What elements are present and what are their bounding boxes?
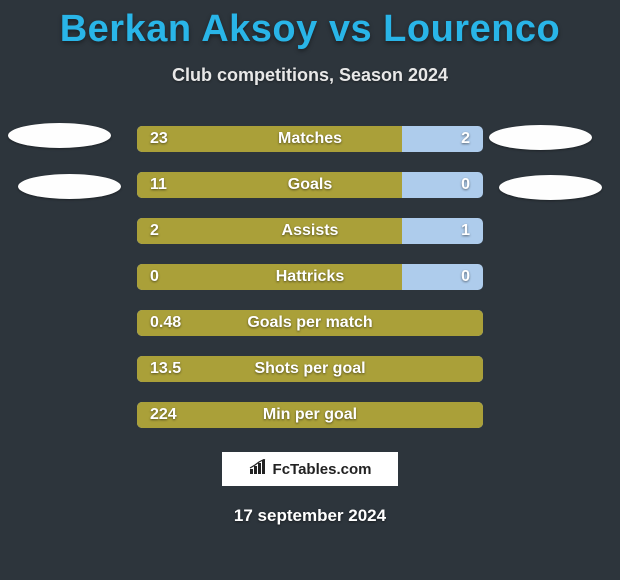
stat-label: Hattricks — [135, 262, 485, 292]
stat-row: 224Min per goal — [0, 400, 620, 430]
stat-label: Min per goal — [135, 400, 485, 430]
page-title: Berkan Aksoy vs Lourenco — [0, 0, 620, 51]
stat-label: Assists — [135, 216, 485, 246]
decorative-ellipse — [499, 175, 602, 200]
stat-row: 0.48Goals per match — [0, 308, 620, 338]
date-label: 17 september 2024 — [0, 506, 620, 526]
brand-chart-icon — [249, 459, 269, 480]
page-subtitle: Club competitions, Season 2024 — [0, 65, 620, 86]
brand-label: FcTables.com — [273, 461, 372, 478]
decorative-ellipse — [8, 123, 111, 148]
stat-row: 13.5Shots per goal — [0, 354, 620, 384]
stat-row: 00Hattricks — [0, 262, 620, 292]
brand-box[interactable]: FcTables.com — [220, 450, 400, 488]
stat-rows: 232Matches110Goals21Assists00Hattricks0.… — [0, 124, 620, 430]
stat-label: Matches — [135, 124, 485, 154]
decorative-ellipse — [489, 125, 592, 150]
stat-label: Goals per match — [135, 308, 485, 338]
stat-label: Shots per goal — [135, 354, 485, 384]
stat-row: 21Assists — [0, 216, 620, 246]
stat-label: Goals — [135, 170, 485, 200]
decorative-ellipse — [18, 174, 121, 199]
